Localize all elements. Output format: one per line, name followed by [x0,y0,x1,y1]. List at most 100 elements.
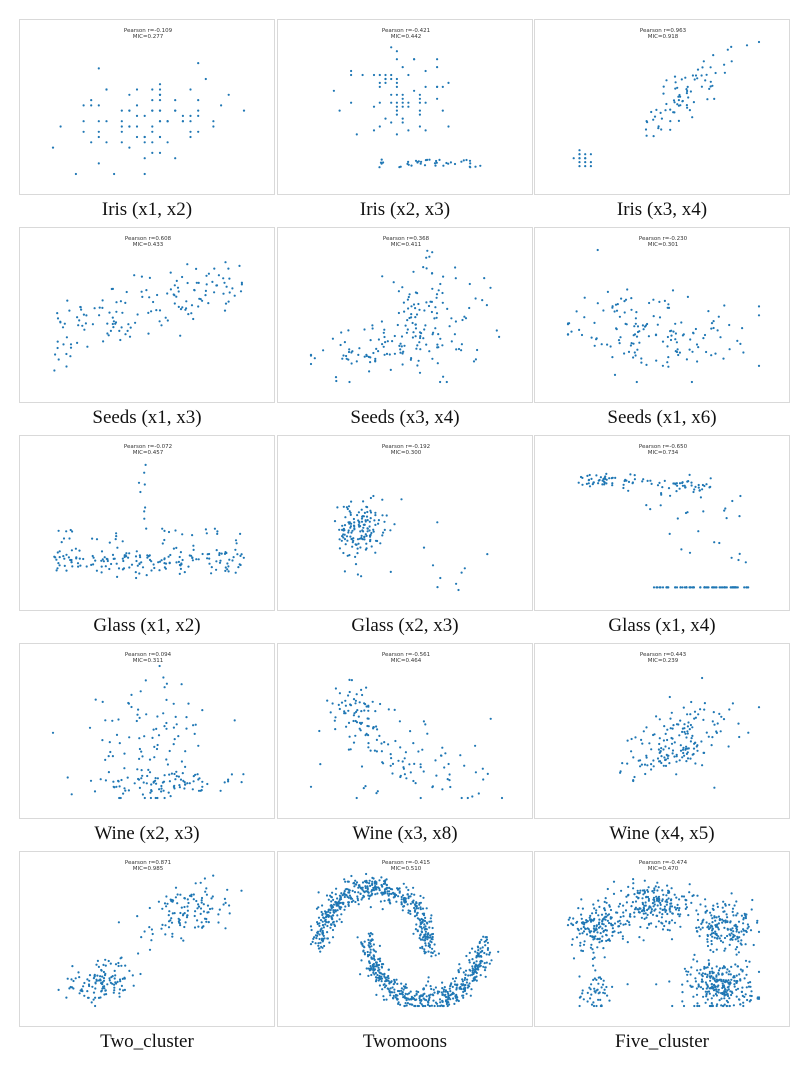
data-point [429,917,432,920]
data-point [441,993,444,996]
data-point [739,942,742,945]
data-point [424,942,427,945]
data-point [729,934,732,937]
data-point [476,955,479,958]
data-point [410,313,413,316]
data-point [420,160,423,163]
data-point [611,484,614,487]
data-point [388,982,391,985]
data-point [124,301,127,304]
data-point [330,915,333,918]
data-point [715,934,718,937]
data-point [309,362,313,366]
data-point [382,983,385,986]
data-point [240,553,243,556]
data-point [708,1004,711,1008]
data-point [678,487,681,490]
data-point [61,326,65,329]
data-point [342,529,345,532]
data-point [400,901,403,904]
data-point [403,896,406,900]
data-point [129,326,132,329]
data-point [617,339,621,342]
data-point [669,902,672,905]
data-point [428,350,431,353]
data-point [461,978,464,981]
data-point [723,1003,726,1006]
data-point [465,981,468,984]
data-point [91,985,94,988]
data-point [83,981,86,985]
data-point [667,365,670,368]
data-point [708,87,711,90]
data-point [603,900,606,903]
data-point [710,327,713,330]
data-point [315,937,318,940]
data-point [197,789,201,792]
data-point [447,125,450,128]
data-point [173,787,176,790]
data-point [172,743,175,746]
data-point [689,713,692,716]
data-point [151,125,154,128]
data-point [419,901,422,904]
data-point [691,116,694,119]
data-point [455,998,459,1001]
data-point [427,950,430,953]
data-point [354,699,357,702]
data-point [728,708,731,711]
data-point [102,979,106,982]
data-point [385,878,388,881]
data-point [638,936,641,939]
data-point [652,905,655,908]
data-point [421,748,424,751]
data-point [695,745,698,748]
data-point [471,965,474,968]
data-point [715,916,718,919]
data-point [428,943,431,947]
data-point [141,755,144,758]
data-point [745,913,748,916]
data-point [378,734,381,737]
data-point [408,293,411,296]
scatter-panel: Pearson r=-0.650 MIC=0.734 [534,435,790,611]
data-point [178,572,181,575]
data-point [367,938,370,941]
data-point [375,976,378,979]
data-point [121,977,124,980]
data-point [336,914,339,917]
data-point [122,989,125,992]
data-point [741,986,744,989]
data-point [642,939,645,942]
data-point [139,690,142,693]
data-point [460,983,463,986]
data-point [575,310,578,313]
data-point [712,977,715,980]
data-point [664,732,667,735]
data-point [737,558,740,562]
data-point [71,965,74,968]
data-point [389,753,392,756]
data-point [163,796,166,800]
data-point [472,972,475,976]
data-point [377,958,380,961]
data-point [161,907,164,910]
data-point [138,572,141,575]
data-point [370,957,373,960]
data-point [93,307,96,310]
data-point [313,357,316,360]
data-point [627,885,630,888]
data-point [601,919,604,922]
data-point [224,927,227,930]
data-point [724,988,727,991]
data-point [362,895,366,898]
data-point [331,928,335,932]
data-point [633,893,636,896]
data-point [127,789,130,792]
data-point [568,916,571,919]
chart-caption: Twomoons [362,1031,448,1052]
data-point [400,898,403,901]
data-point [150,560,153,563]
data-point [384,117,387,120]
